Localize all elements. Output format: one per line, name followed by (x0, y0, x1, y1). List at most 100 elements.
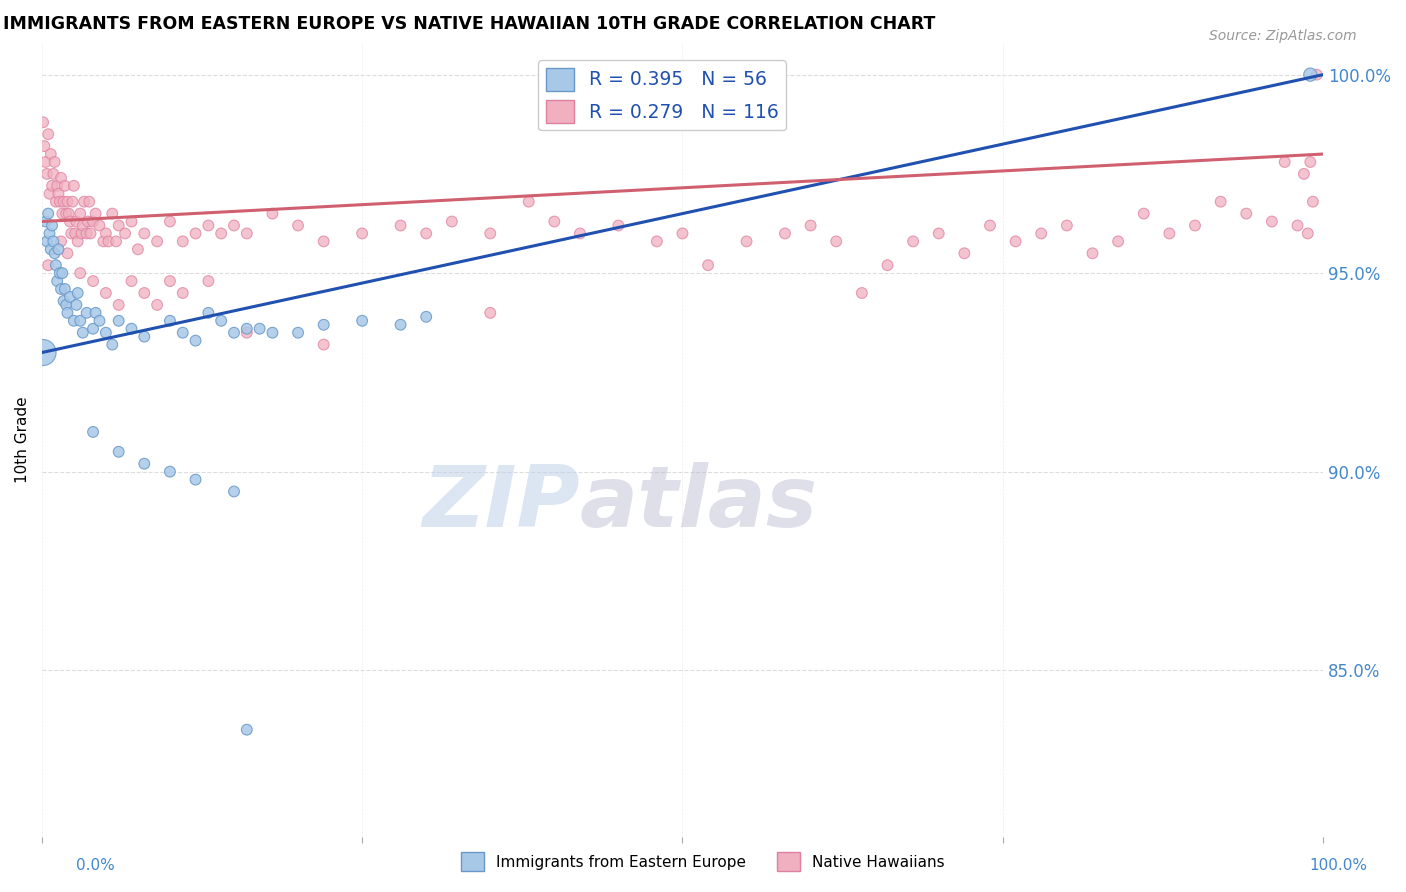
Point (69, 314, 91, 328)
Point (73, 194, 96, 209)
Point (53, 178, 76, 193)
Point (66, 235, 89, 249)
Y-axis label: 10th Grade: 10th Grade (15, 397, 30, 483)
Point (121, 322, 143, 336)
Point (52, 194, 75, 209)
Point (543, 214, 565, 228)
Point (34, 155, 56, 169)
Point (671, 227, 693, 241)
Point (236, 723, 259, 737)
Point (236, 227, 259, 241)
Text: 100.0%: 100.0% (1309, 858, 1368, 872)
Point (48, 266, 70, 280)
Point (45, 194, 67, 209)
Point (66, 285, 89, 300)
Point (63, 178, 86, 193)
Point (84, 206, 107, 220)
Point (101, 337, 124, 351)
Point (1209, 194, 1232, 209)
Point (91, 235, 114, 249)
Point (159, 314, 181, 328)
Point (184, 334, 207, 348)
Point (236, 322, 259, 336)
Point (97, 235, 120, 249)
Point (44, 155, 66, 169)
Point (121, 214, 143, 228)
Point (127, 243, 149, 257)
Point (41, 178, 63, 193)
Point (479, 227, 502, 241)
Point (249, 322, 271, 336)
Point (60, 227, 83, 241)
Point (134, 329, 156, 343)
Point (172, 235, 194, 249)
Point (312, 318, 335, 332)
Point (1299, 155, 1322, 169)
Point (146, 235, 169, 249)
Point (1302, 194, 1324, 209)
Point (44, 246, 66, 260)
Point (56, 306, 79, 320)
Point (222, 219, 245, 233)
Point (159, 214, 181, 228)
Point (37, 206, 59, 220)
Point (262, 206, 284, 220)
Point (46, 274, 69, 288)
Point (197, 306, 219, 320)
Point (56, 246, 79, 260)
Point (35, 167, 58, 181)
Point (172, 285, 194, 300)
Point (107, 444, 129, 458)
Point (953, 246, 976, 260)
Point (236, 326, 259, 340)
Point (105, 235, 128, 249)
Point (134, 457, 156, 471)
Point (46, 178, 69, 193)
Point (70, 227, 93, 241)
Point (209, 314, 232, 328)
Point (62, 194, 84, 209)
Point (82, 425, 104, 439)
Point (134, 227, 156, 241)
Point (76, 227, 98, 241)
Point (38, 227, 60, 241)
Point (1107, 235, 1129, 249)
Point (1056, 219, 1078, 233)
Point (517, 194, 540, 209)
Point (851, 285, 873, 300)
Point (34, 139, 56, 153)
Point (49, 282, 72, 296)
Point (51, 266, 73, 280)
Point (1004, 235, 1026, 249)
Text: 0.0%: 0.0% (76, 858, 115, 872)
Point (34, 214, 56, 228)
Point (1286, 219, 1309, 233)
Point (49, 235, 72, 249)
Point (352, 227, 374, 241)
Point (607, 219, 630, 233)
Point (63, 314, 86, 328)
Point (37, 258, 59, 272)
Point (48, 243, 70, 257)
Point (52, 293, 75, 308)
Point (121, 274, 143, 288)
Point (134, 285, 156, 300)
Point (32, 345, 55, 359)
Point (101, 206, 124, 220)
Point (114, 227, 136, 241)
Point (48, 194, 70, 209)
Point (146, 298, 169, 312)
Point (1274, 155, 1296, 169)
Point (928, 227, 950, 241)
Point (1132, 206, 1154, 220)
Point (82, 274, 104, 288)
Point (568, 227, 591, 241)
Point (49, 170, 72, 185)
Point (82, 322, 104, 336)
Point (37, 127, 59, 141)
Point (53, 282, 76, 296)
Point (312, 235, 335, 249)
Point (55, 298, 77, 312)
Point (1184, 219, 1206, 233)
Point (197, 274, 219, 288)
